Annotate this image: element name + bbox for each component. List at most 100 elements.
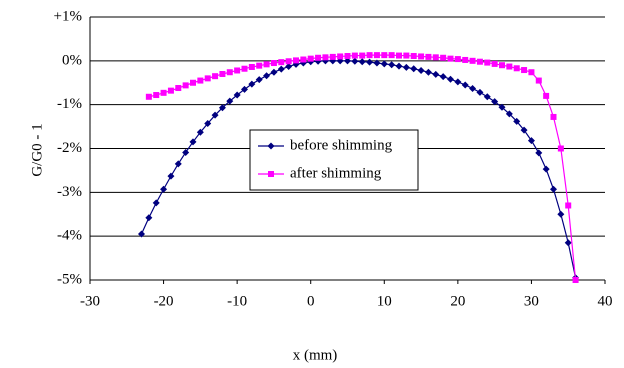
marker — [498, 103, 506, 111]
marker — [425, 53, 432, 60]
marker — [285, 63, 293, 71]
marker — [366, 52, 373, 59]
marker — [267, 142, 275, 150]
y-tick-label: -2% — [57, 140, 82, 156]
marker — [521, 67, 528, 74]
legend: before shimming after shimming — [249, 129, 419, 191]
marker — [491, 98, 499, 106]
marker — [388, 61, 396, 69]
marker — [270, 60, 277, 67]
marker — [572, 277, 579, 283]
marker — [197, 77, 204, 84]
marker — [226, 69, 233, 76]
x-tick-label: 40 — [598, 293, 613, 309]
x-tick-label: -20 — [154, 293, 174, 309]
marker — [396, 52, 402, 59]
marker — [219, 70, 226, 77]
y-tick-label: -3% — [57, 184, 82, 200]
marker — [204, 120, 212, 128]
x-tick-label: -10 — [227, 293, 247, 309]
x-tick-label: 30 — [524, 293, 539, 309]
marker — [248, 63, 255, 70]
marker — [189, 138, 197, 146]
marker — [483, 93, 491, 101]
marker — [256, 62, 263, 69]
marker — [557, 145, 564, 152]
marker — [373, 59, 381, 67]
marker — [527, 137, 535, 145]
marker — [418, 53, 425, 60]
marker — [293, 57, 299, 64]
marker — [204, 75, 211, 82]
marker — [196, 128, 204, 136]
marker — [373, 52, 380, 59]
marker — [300, 56, 307, 63]
marker — [337, 53, 344, 60]
marker — [469, 57, 476, 64]
marker — [564, 239, 572, 247]
marker — [557, 210, 565, 218]
marker — [263, 72, 271, 80]
marker — [461, 81, 469, 89]
legend-label: before shimming — [290, 137, 393, 153]
marker — [315, 54, 322, 61]
marker — [447, 75, 454, 83]
marker — [285, 58, 292, 65]
marker — [395, 62, 403, 70]
series — [145, 52, 579, 283]
marker — [535, 77, 542, 84]
marker — [403, 52, 410, 59]
marker — [145, 93, 152, 100]
marker — [439, 73, 447, 81]
marker — [513, 65, 520, 72]
x-axis-label: x (mm) — [293, 347, 338, 363]
marker — [160, 89, 167, 96]
marker — [432, 70, 440, 78]
marker — [476, 58, 483, 65]
marker — [233, 91, 241, 99]
marker — [248, 80, 256, 88]
y-tick-label: -5% — [57, 271, 82, 287]
marker — [550, 185, 557, 193]
x-tick-label: 10 — [377, 293, 392, 309]
marker — [278, 59, 285, 66]
marker — [351, 57, 359, 65]
marker — [388, 52, 395, 59]
marker — [542, 165, 550, 173]
x-tick-label: -30 — [80, 293, 100, 309]
marker — [351, 52, 358, 59]
marker — [190, 79, 196, 86]
marker — [160, 185, 168, 193]
marker — [380, 60, 388, 68]
marker — [410, 65, 418, 73]
marker — [263, 61, 270, 68]
marker — [402, 63, 410, 71]
marker — [174, 160, 182, 168]
marker — [277, 65, 285, 73]
marker — [145, 214, 153, 222]
marker — [241, 65, 248, 72]
marker — [550, 113, 557, 120]
marker — [329, 53, 336, 60]
marker — [307, 55, 314, 62]
marker — [513, 117, 521, 125]
y-tick-label: 0% — [62, 52, 82, 68]
marker — [344, 53, 351, 60]
marker — [182, 148, 190, 156]
marker — [520, 126, 528, 134]
marker — [476, 88, 484, 96]
marker — [358, 58, 366, 66]
marker — [381, 52, 388, 59]
x-tick-label: 0 — [307, 293, 315, 309]
marker — [241, 85, 248, 93]
marker — [447, 55, 454, 62]
y-tick-label: -4% — [57, 228, 82, 244]
marker — [212, 73, 219, 80]
marker — [565, 202, 572, 209]
marker — [543, 92, 550, 99]
marker — [268, 171, 274, 177]
marker — [454, 56, 461, 63]
legend-label: after shimming — [290, 165, 382, 181]
